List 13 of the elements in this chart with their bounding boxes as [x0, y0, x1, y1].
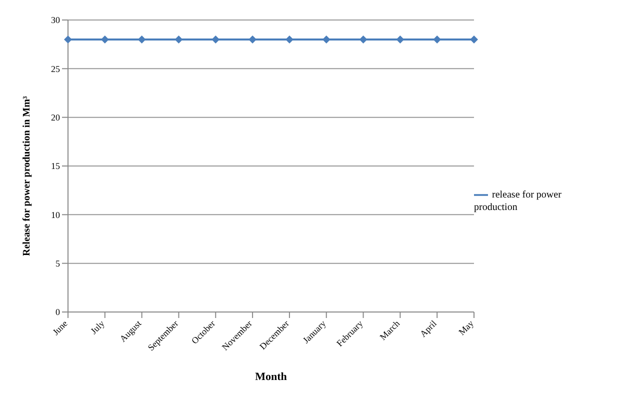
x-tick-label: June	[50, 318, 70, 338]
y-tick-label: 10	[51, 210, 60, 220]
y-tick-label: 5	[56, 258, 60, 269]
legend-label: release for power production	[474, 188, 562, 212]
x-tick-label: July	[88, 318, 107, 336]
y-tick-label: 15	[51, 161, 60, 172]
y-axis-title: Release for power production in Mm³	[22, 96, 33, 256]
y-tick-label: 30	[51, 15, 60, 26]
y-tick-label: 20	[51, 112, 60, 123]
y-tick-label: 0	[56, 307, 60, 318]
x-tick-label: May	[456, 318, 476, 338]
y-tick-label: 25	[51, 64, 60, 74]
x-axis-title: Month	[255, 371, 287, 383]
